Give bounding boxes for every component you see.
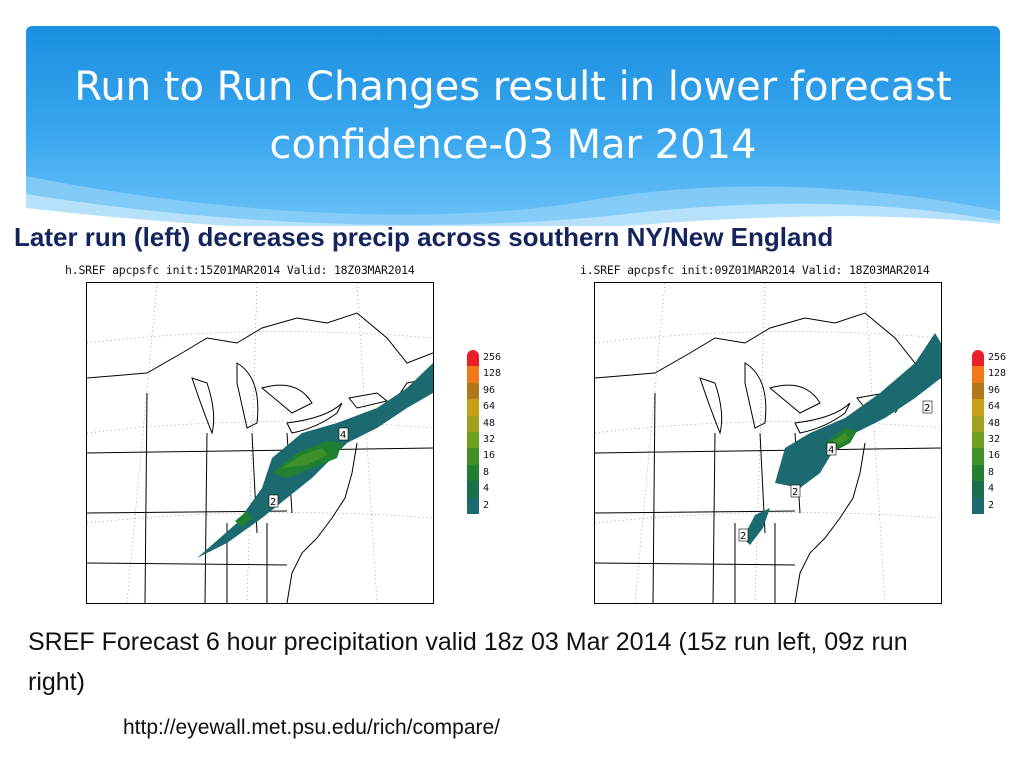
legend-label: 32 bbox=[988, 434, 1001, 445]
right-map-graphic: 2 4 2 2 bbox=[594, 282, 942, 604]
legend-swatch bbox=[972, 415, 984, 432]
legend-swatch bbox=[972, 399, 984, 416]
legend-swatch bbox=[972, 350, 984, 367]
legend-label: 2 bbox=[988, 499, 995, 511]
legend-swatch bbox=[467, 497, 479, 514]
source-url: http://eyewall.met.psu.edu/rich/compare/ bbox=[123, 716, 501, 739]
legend-swatch bbox=[972, 481, 984, 498]
legend-swatch bbox=[467, 382, 479, 400]
legend-swatch bbox=[467, 448, 479, 465]
left-legend: 256 128 96 64 48 32 16 8 4 2 bbox=[467, 350, 525, 525]
legend-label: 4 bbox=[483, 483, 490, 495]
legend-label: 32 bbox=[483, 434, 496, 445]
right-contour-label-2c: 2 bbox=[740, 531, 746, 542]
left-contour-label-2: 2 bbox=[270, 497, 276, 508]
left-contour-label-4: 4 bbox=[340, 430, 346, 441]
legend-label: 48 bbox=[483, 417, 496, 429]
legend-swatch bbox=[467, 366, 479, 383]
legend-label: 48 bbox=[988, 417, 1001, 429]
title-banner bbox=[26, 26, 1000, 226]
legend-swatch bbox=[972, 497, 984, 514]
legend-label: 128 bbox=[988, 368, 1007, 380]
right-precip-map: 2 4 2 2 bbox=[594, 282, 942, 604]
legend-swatch bbox=[467, 399, 479, 416]
legend-swatch bbox=[467, 350, 479, 367]
legend-label: 128 bbox=[483, 368, 502, 380]
slide-body-text: SREF Forecast 6 hour precipitation valid… bbox=[28, 628, 908, 696]
legend-label: 16 bbox=[988, 450, 1001, 462]
legend-swatch bbox=[467, 432, 479, 449]
right-contour-label-2b: 2 bbox=[792, 487, 798, 498]
legend-swatch bbox=[467, 464, 479, 482]
legend-swatch bbox=[972, 382, 984, 400]
legend-label: 256 bbox=[483, 352, 502, 363]
left-precip-map: 4 2 bbox=[86, 282, 434, 604]
right-contour-label-2a: 2 bbox=[924, 403, 930, 414]
legend-label: 64 bbox=[988, 401, 1001, 413]
legend-swatch bbox=[972, 464, 984, 482]
legend-label: 96 bbox=[988, 384, 1001, 396]
legend-label: 8 bbox=[483, 466, 490, 478]
right-contour-label-4: 4 bbox=[828, 445, 834, 456]
legend-swatch bbox=[972, 448, 984, 465]
right-map-caption: i.SREF apcpsfc init:09Z01MAR2014 Valid: … bbox=[580, 263, 930, 277]
legend-label: 8 bbox=[988, 466, 995, 478]
legend-swatch bbox=[467, 415, 479, 432]
legend-label: 2 bbox=[483, 499, 490, 511]
left-map-caption: h.SREF apcpsfc init:15Z01MAR2014 Valid: … bbox=[65, 263, 415, 277]
right-legend: 256 128 96 64 48 32 16 8 4 2 bbox=[972, 350, 1024, 525]
slide-title: Run to Run Changes result in lower forec… bbox=[74, 64, 952, 168]
legend-swatch bbox=[972, 432, 984, 449]
slide-subtitle: Later run (left) decreases precip across… bbox=[14, 222, 834, 252]
legend-label: 64 bbox=[483, 401, 496, 413]
legend-swatch bbox=[972, 366, 984, 383]
legend-label: 4 bbox=[988, 483, 995, 495]
legend-label: 96 bbox=[483, 384, 496, 396]
legend-label: 256 bbox=[988, 352, 1007, 363]
banner-wave-decoration bbox=[26, 176, 1000, 226]
legend-label: 16 bbox=[483, 450, 496, 462]
legend-swatch bbox=[467, 481, 479, 498]
left-map-graphic: 4 2 bbox=[86, 282, 434, 604]
